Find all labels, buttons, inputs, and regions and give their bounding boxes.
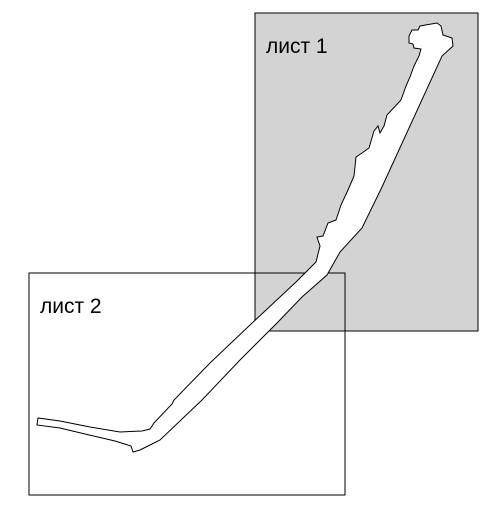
road-corridor-outline: [36, 22, 454, 453]
sheet-1-label: лист 1: [266, 35, 328, 58]
sheet-2: лист 2: [28, 272, 346, 496]
sheet-2-label: лист 2: [40, 295, 102, 318]
sheet-2-frame: [28, 272, 346, 496]
